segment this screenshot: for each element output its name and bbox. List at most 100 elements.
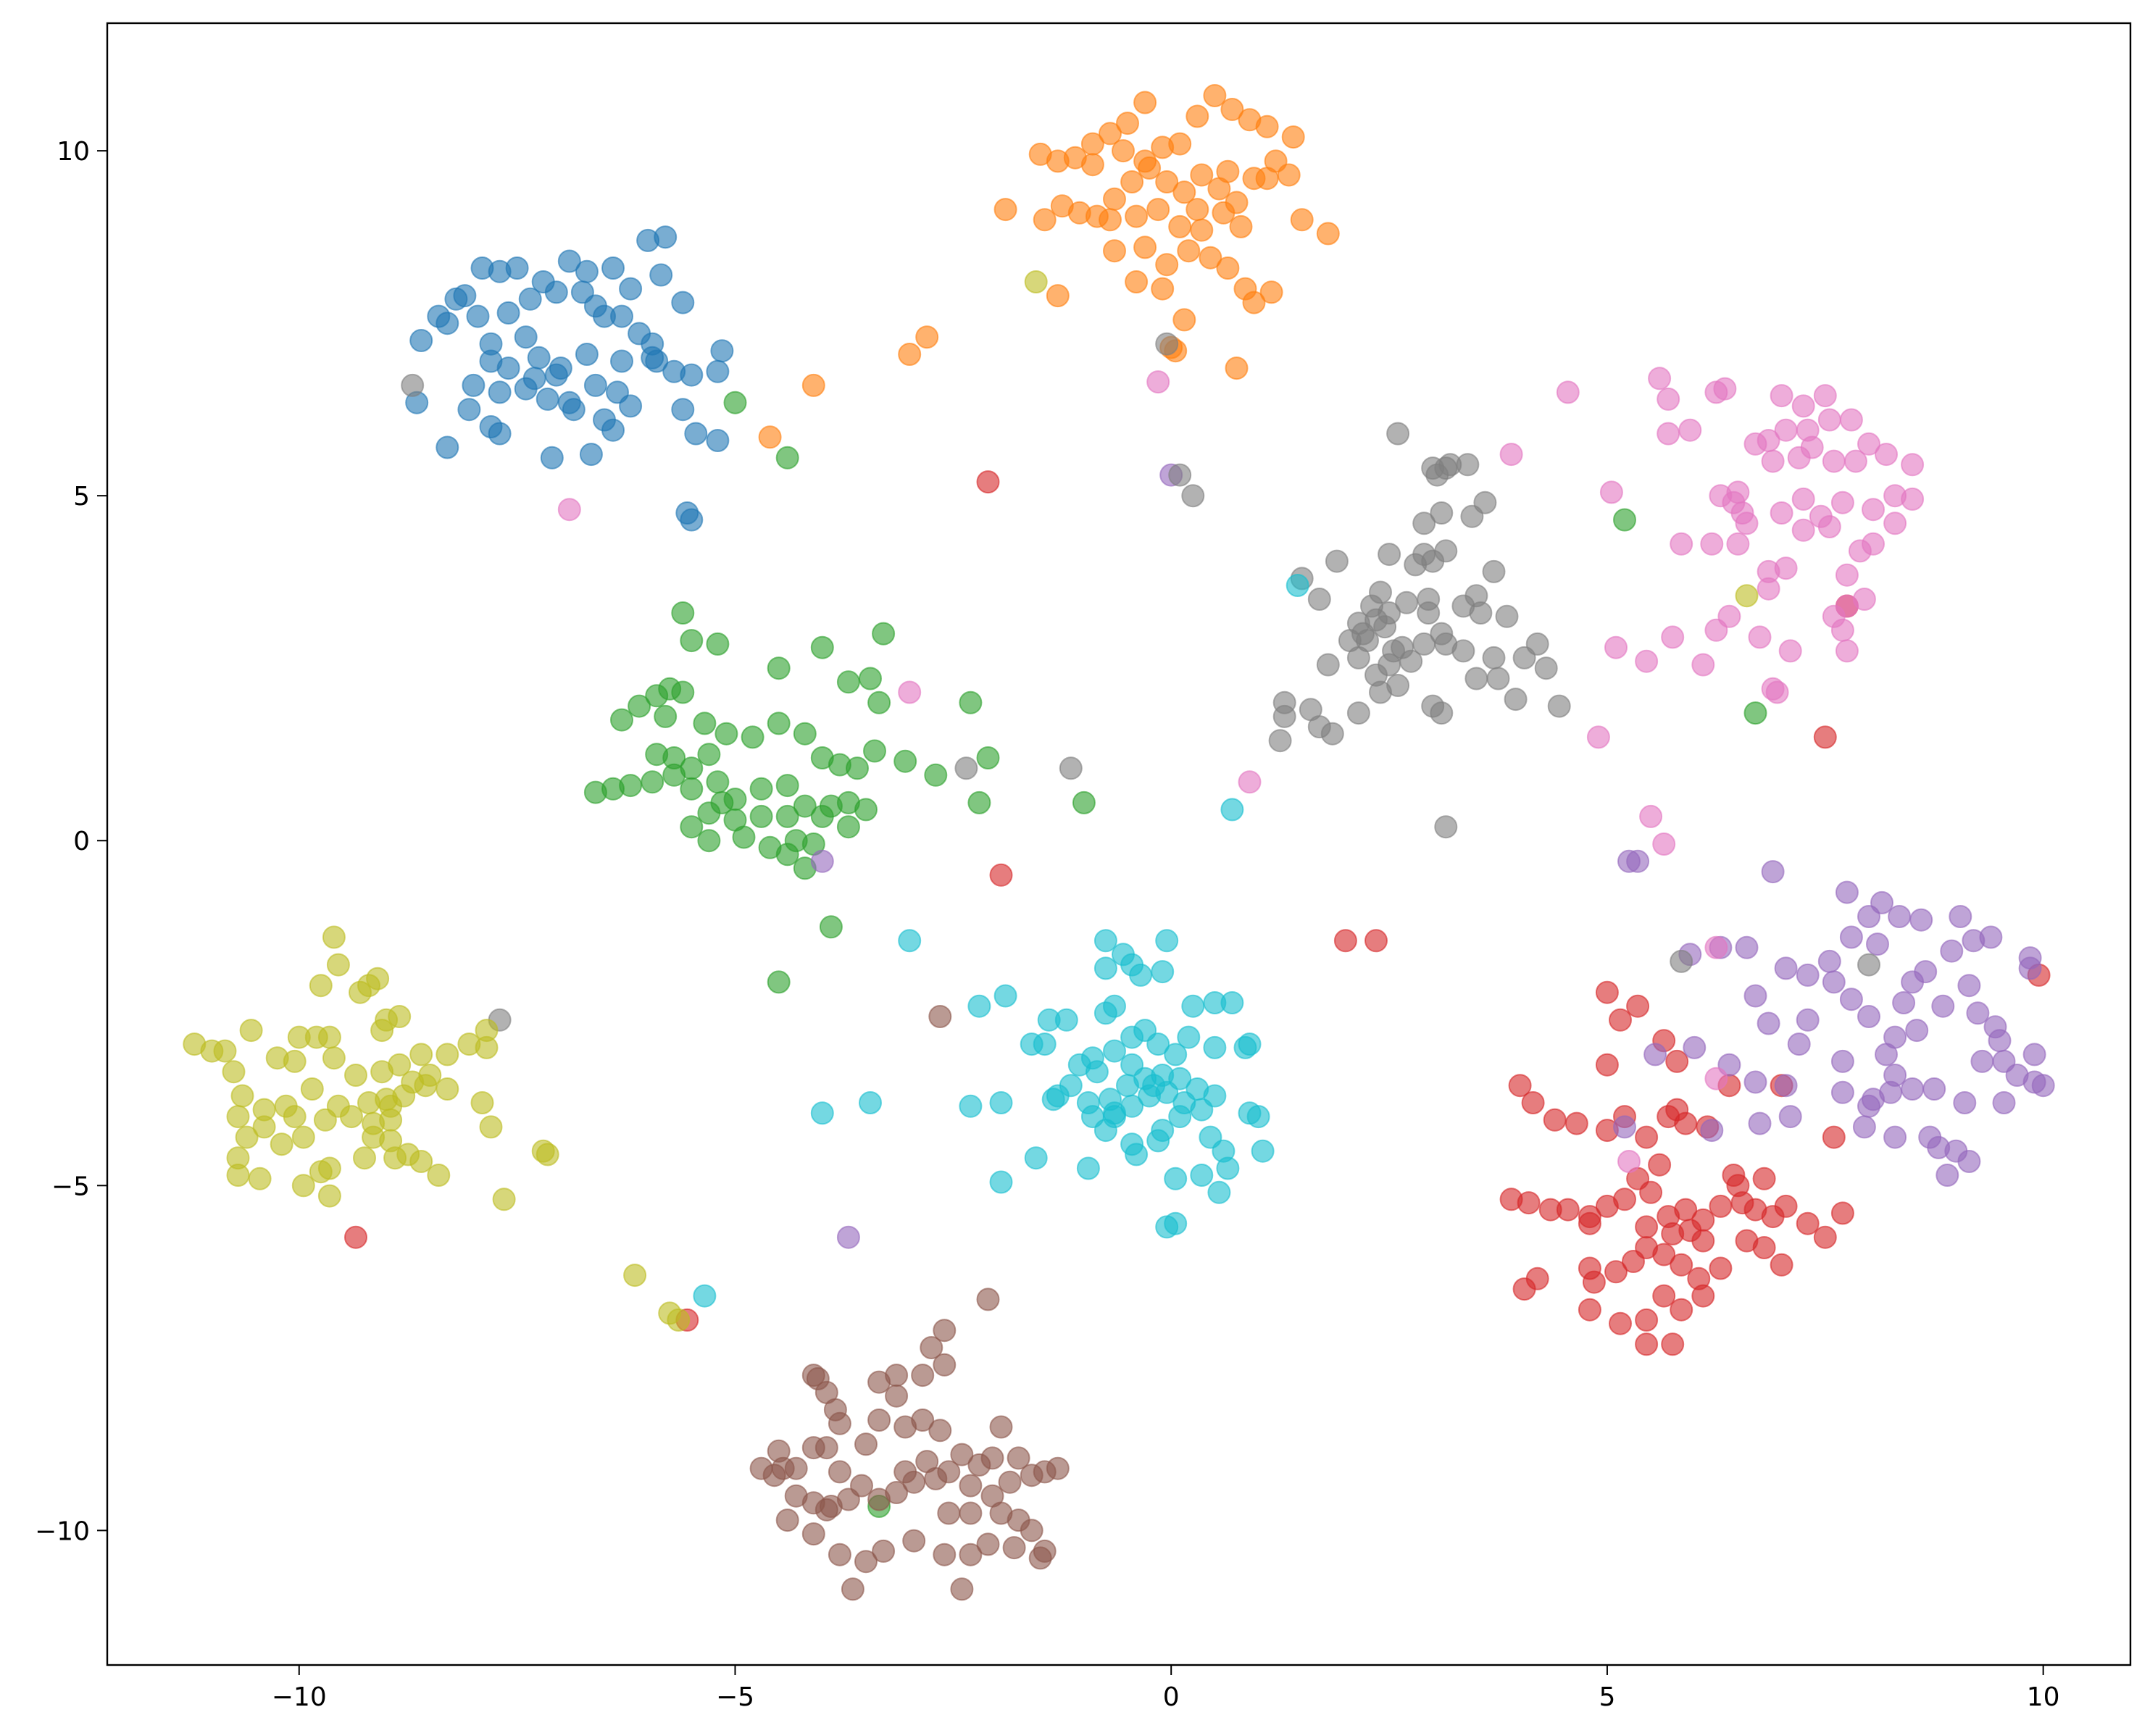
series-9-point-2 (326, 953, 350, 977)
series-7-point-73 (898, 680, 922, 704)
series-7-point-61 (1678, 418, 1702, 442)
series-5-point-24 (2022, 1043, 2046, 1067)
series-2-point-22 (1155, 170, 1179, 193)
series-1-point-63 (457, 398, 481, 422)
series-10-point-5 (1093, 956, 1117, 980)
series-6-point-2 (920, 1336, 943, 1359)
series-4-point-78 (1635, 1308, 1659, 1332)
series-6-point-30 (998, 1470, 1022, 1494)
series-8-point-17 (1469, 601, 1493, 625)
series-5-point-16 (1892, 991, 1916, 1014)
x-tick-label-5: 10 (2027, 1682, 2060, 1712)
series-5-point-2 (1835, 880, 1859, 904)
series-1-point-53 (684, 422, 708, 446)
series-9-point-69 (536, 1143, 559, 1167)
series-2-point-66 (1080, 132, 1104, 156)
series-2-point-60 (801, 373, 825, 397)
series-5-point-69 (810, 849, 834, 873)
series-10-point-22 (1164, 1043, 1188, 1067)
series-9-point-24 (409, 1043, 433, 1067)
series-6-point-59 (767, 1439, 791, 1463)
series-5-point-36 (1857, 1005, 1880, 1028)
series-3-point-1 (671, 601, 695, 625)
series-7-point-41 (1726, 532, 1750, 556)
series-6-point-68 (928, 1005, 952, 1028)
series-1-point-35 (527, 346, 551, 370)
series-2-point-11 (1203, 84, 1227, 107)
series-7-point-11 (1774, 418, 1798, 442)
x-axis: −10 −5 0 5 10 (272, 1665, 2060, 1712)
series-3-point-4 (767, 656, 791, 680)
series-8-point-75 (1382, 639, 1406, 663)
series-3-point-19 (767, 711, 791, 735)
series-7-point-26 (1848, 539, 1872, 563)
series-4-point-39 (1752, 1167, 1776, 1190)
series-7-point-15 (1787, 446, 1811, 470)
series-2-point-55 (1225, 356, 1249, 380)
series-9-point-56 (309, 1160, 333, 1184)
series-6-point-34 (1007, 1446, 1030, 1470)
series-7-point-33 (1761, 449, 1785, 473)
series-1-point-60 (540, 446, 564, 470)
series-10-point-69 (1207, 1180, 1231, 1204)
series-10-point-62 (959, 1094, 983, 1118)
series-6-point-52 (902, 1529, 926, 1553)
series-1-point-50 (706, 359, 730, 383)
series-4-point-13 (1543, 1108, 1567, 1132)
series-8-point-61 (1547, 694, 1571, 718)
series-2-point-40 (1316, 222, 1340, 246)
series-2-point-58 (915, 325, 939, 349)
series-8-point-64 (1059, 756, 1083, 780)
series-5-point-53 (1852, 1115, 1876, 1139)
series-10-point-76 (1220, 798, 1244, 822)
series-1-point-59 (579, 443, 603, 467)
series-1-point-37 (479, 332, 503, 356)
series-10-point-24 (1203, 1035, 1227, 1059)
series-9-point-74 (1735, 584, 1759, 608)
series-2-point-31 (1125, 204, 1149, 228)
series-7-point-43 (1774, 556, 1798, 580)
series-3-point-53 (641, 770, 664, 794)
series-2-point-6 (1116, 112, 1139, 135)
series-9-point-51 (409, 1150, 433, 1173)
series-7-point-44 (1757, 577, 1780, 601)
series-10-point-75 (693, 1284, 717, 1308)
series-4-point-55 (1582, 1270, 1606, 1294)
series-3-point-46 (697, 829, 721, 853)
series-4-point-5 (1595, 980, 1619, 1004)
series-1-point-51 (710, 339, 734, 363)
series-9-point-45 (340, 1105, 363, 1129)
series-2-point-48 (1259, 280, 1283, 304)
series-1-point-27 (536, 387, 559, 411)
series-9-point-59 (235, 1125, 259, 1149)
series-9-point-70 (623, 1264, 647, 1288)
series-9-point-19 (283, 1049, 307, 1073)
series-9-point-1 (322, 925, 346, 949)
series-7-point-9 (1839, 408, 1863, 432)
series-2-point-30 (1099, 208, 1122, 232)
series-7-point-62 (1657, 422, 1680, 446)
series-8-point-43 (1307, 588, 1331, 611)
series-5-point-48 (1643, 1043, 1667, 1067)
series-9-point-9 (370, 1019, 394, 1043)
series-7-point-75 (557, 498, 581, 522)
series-7-point-4 (1713, 377, 1737, 401)
series-8-point-57 (1430, 701, 1454, 725)
series-7-point-29 (1830, 491, 1854, 514)
series-5-point-49 (1748, 1111, 1772, 1135)
series-9-point-6 (366, 967, 390, 990)
series-3-point-7 (836, 670, 860, 694)
series-3-point-39 (836, 815, 860, 839)
series-4-point-7 (1626, 994, 1650, 1018)
series-3-point-57 (893, 749, 917, 773)
series-3-point-35 (793, 794, 817, 818)
series-1-point-19 (575, 343, 599, 366)
series-1-point-10 (601, 256, 625, 280)
series-9-point-21 (344, 1064, 367, 1087)
series-10-point-74 (859, 1091, 882, 1114)
series-5-point-37 (1839, 988, 1863, 1011)
series-1-point-31 (562, 398, 586, 422)
series-1-point-54 (706, 429, 730, 452)
series-7-point-17 (1843, 449, 1867, 473)
series-10-point-78 (1120, 1053, 1144, 1077)
